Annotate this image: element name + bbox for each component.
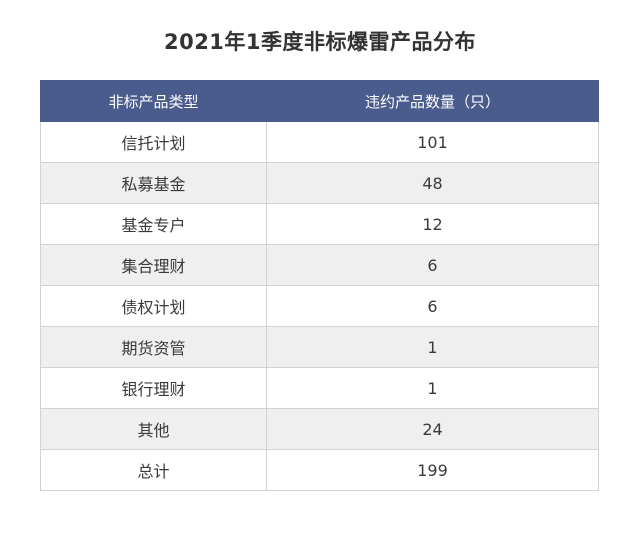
table-title: 2021年1季度非标爆雷产品分布: [163, 30, 477, 54]
product-type-cell: 信托计划: [40, 121, 267, 163]
product-type-cell: 银行理财: [40, 367, 267, 409]
default-count-cell: 101: [266, 121, 599, 163]
table-header-row: 非标产品类型 违约产品数量（只）: [40, 80, 599, 122]
table-row: 集合理财 6: [40, 244, 599, 286]
default-count-cell: 12: [266, 203, 599, 245]
product-type-cell: 债权计划: [40, 285, 267, 327]
default-count-cell: 48: [266, 162, 599, 204]
table-body: 信托计划 101 私募基金 48 基金专户 12 集合理财 6 债权计划 6 期…: [40, 121, 599, 491]
table-row: 基金专户 12: [40, 203, 599, 245]
table-row: 银行理财 1: [40, 367, 599, 409]
product-type-cell: 私募基金: [40, 162, 267, 204]
total-count-cell: 199: [266, 449, 599, 491]
column-header-count: 违约产品数量（只）: [266, 80, 599, 122]
default-count-cell: 24: [266, 408, 599, 450]
table-row: 私募基金 48: [40, 162, 599, 204]
product-type-cell: 集合理财: [40, 244, 267, 286]
table-row: 其他 24: [40, 408, 599, 450]
column-header-type: 非标产品类型: [40, 80, 267, 122]
product-type-cell: 基金专户: [40, 203, 267, 245]
product-type-cell: 期货资管: [40, 326, 267, 368]
product-type-cell: 其他: [40, 408, 267, 450]
total-label-cell: 总计: [40, 449, 267, 491]
table-row: 期货资管 1: [40, 326, 599, 368]
table-row: 债权计划 6: [40, 285, 599, 327]
default-count-cell: 6: [266, 285, 599, 327]
table-total-row: 总计 199: [40, 449, 599, 491]
distribution-table: 非标产品类型 违约产品数量（只） 信托计划 101 私募基金 48 基金专户 1…: [40, 80, 599, 491]
table-row: 信托计划 101: [40, 121, 599, 163]
default-count-cell: 6: [266, 244, 599, 286]
default-count-cell: 1: [266, 326, 599, 368]
default-count-cell: 1: [266, 367, 599, 409]
